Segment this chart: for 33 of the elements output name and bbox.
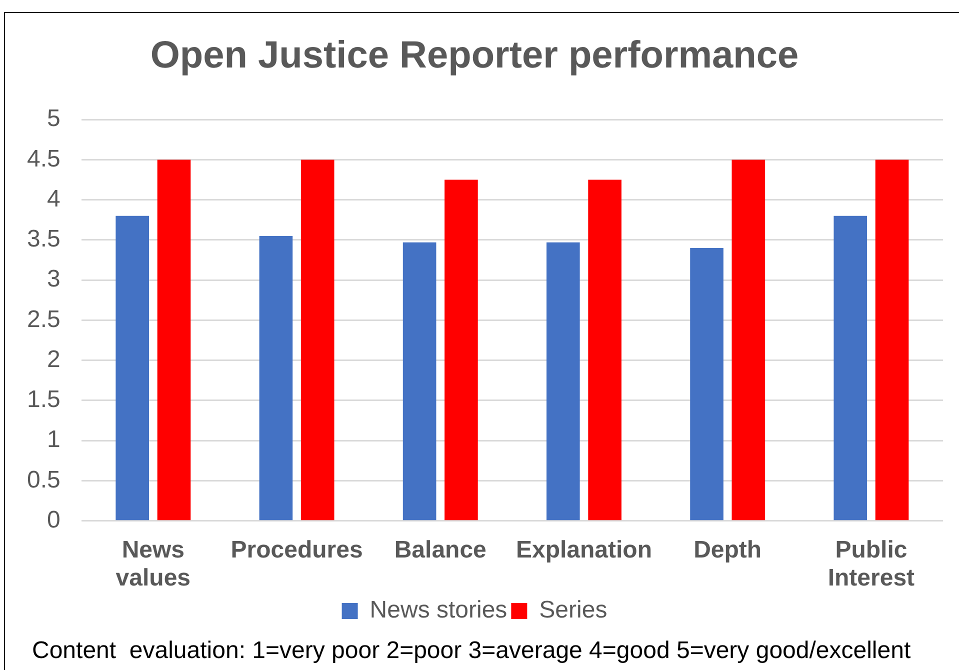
bar <box>588 180 622 520</box>
y-tick-label: 0.5 <box>26 466 60 494</box>
bar <box>116 216 149 520</box>
y-tick-label: 5 <box>47 105 60 132</box>
y-tick-label: 2 <box>47 346 60 373</box>
bar <box>690 248 724 520</box>
y-tick-label: 4 <box>47 185 60 212</box>
legend-label: Series <box>539 596 608 624</box>
x-tick-label: Balance <box>394 536 486 564</box>
bar <box>875 160 909 520</box>
bar <box>834 216 868 520</box>
y-tick-label: 1.5 <box>26 386 60 414</box>
bar <box>546 242 580 520</box>
x-tick-label: Depth <box>694 536 762 564</box>
y-tick-label: 0 <box>47 506 60 534</box>
y-tick-label: 3 <box>47 266 60 293</box>
x-tick-label: News values <box>116 536 191 592</box>
bar <box>732 160 766 520</box>
bar <box>444 180 478 520</box>
legend-label: News stories <box>370 596 508 624</box>
y-tick-label: 3.5 <box>26 226 60 253</box>
bar <box>300 160 334 520</box>
text: Content evaluation: 1=very poor 2=poor 3=average 4=good 5=very good/excellent <box>32 637 911 665</box>
bar <box>157 160 191 520</box>
bar <box>259 236 293 520</box>
y-tick-label: 4.5 <box>26 145 60 172</box>
y-tick-label: 1 <box>47 426 60 454</box>
x-tick-label: Explanation <box>516 536 652 564</box>
bar <box>402 242 436 520</box>
y-tick-label: 2.5 <box>26 306 60 333</box>
chart-title: Open Justice Reporter performance <box>150 34 799 76</box>
x-tick-label: Procedures <box>230 536 363 564</box>
x-tick-label: Public Interest <box>828 536 915 592</box>
